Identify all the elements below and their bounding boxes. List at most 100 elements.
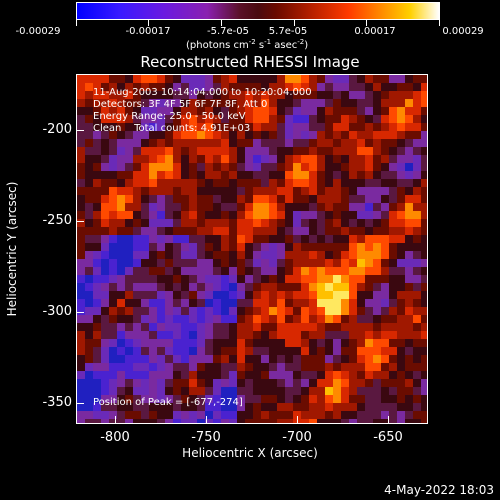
image-pixel-block (253, 291, 261, 299)
image-pixel-block (389, 267, 397, 275)
image-pixel-block (93, 339, 101, 347)
image-pixel-block (117, 131, 125, 139)
image-pixel-block (157, 155, 165, 163)
image-pixel-block (77, 315, 85, 323)
x-tick-label: -800 (100, 430, 130, 445)
image-pixel-block (221, 419, 229, 423)
image-pixel-block (221, 187, 229, 195)
image-pixel-block (365, 419, 373, 423)
image-pixel-block (389, 355, 397, 363)
image-pixel-block (149, 195, 157, 203)
image-pixel-block (157, 419, 165, 423)
image-pixel-block (149, 155, 157, 163)
image-pixel-block (109, 75, 117, 83)
image-pixel-block (213, 91, 221, 99)
image-pixel-block (109, 83, 117, 91)
image-pixel-block (117, 315, 125, 323)
image-pixel-block (197, 307, 205, 315)
image-pixel-block (141, 99, 149, 107)
image-pixel-block (333, 171, 341, 179)
image-pixel-block (77, 323, 85, 331)
image-pixel-block (301, 99, 309, 107)
image-pixel-block (301, 371, 309, 379)
image-pixel-block (117, 75, 125, 83)
image-pixel-block (261, 227, 269, 235)
image-pixel-block (365, 291, 373, 299)
image-pixel-block (405, 131, 413, 139)
image-pixel-block (293, 227, 301, 235)
image-pixel-block (301, 411, 309, 419)
image-pixel-block (325, 131, 333, 139)
image-pixel-block (397, 371, 405, 379)
image-pixel-block (77, 267, 85, 275)
image-pixel-block (325, 291, 333, 299)
image-pixel-block (245, 411, 253, 419)
image-pixel-block (189, 283, 197, 291)
image-pixel-block (293, 115, 301, 123)
image-pixel-block (181, 323, 189, 331)
image-pixel-block (293, 139, 301, 147)
image-pixel-block (253, 195, 261, 203)
image-pixel-block (341, 315, 349, 323)
image-pixel-block (149, 307, 157, 315)
image-pixel-block (85, 363, 93, 371)
image-pixel-block (293, 371, 301, 379)
image-pixel-block (253, 395, 261, 403)
image-pixel-block (349, 243, 357, 251)
image-pixel-block (389, 371, 397, 379)
image-pixel-block (213, 235, 221, 243)
image-pixel-block (205, 179, 213, 187)
image-pixel-block (349, 219, 357, 227)
image-pixel-block (293, 299, 301, 307)
image-pixel-block (141, 203, 149, 211)
image-pixel-block (373, 91, 381, 99)
image-pixel-block (373, 403, 381, 411)
x-tick-label: -650 (373, 430, 403, 445)
image-pixel-block (381, 107, 389, 115)
image-pixel-block (405, 235, 413, 243)
colorbar-tick (366, 20, 367, 26)
image-pixel-block (205, 227, 213, 235)
image-pixel-block (197, 379, 205, 387)
image-pixel-block (141, 155, 149, 163)
image-pixel-block (149, 123, 157, 131)
image-pixel-block (221, 155, 229, 163)
image-pixel-block (293, 315, 301, 323)
image-pixel-block (149, 403, 157, 411)
image-pixel-block (125, 323, 133, 331)
image-pixel-block (189, 267, 197, 275)
y-tick (76, 221, 84, 222)
image-pixel-block (141, 139, 149, 147)
image-pixel-block (173, 403, 181, 411)
image-pixel-block (117, 155, 125, 163)
image-pixel-block (133, 267, 141, 275)
image-pixel-block (333, 99, 341, 107)
image-pixel-block (189, 395, 197, 403)
image-pixel-block (365, 355, 373, 363)
image-pixel-block (229, 179, 237, 187)
image-pixel-block (197, 115, 205, 123)
image-pixel-block (317, 195, 325, 203)
image-pixel-block (269, 331, 277, 339)
image-pixel-block (285, 307, 293, 315)
image-pixel-block (373, 211, 381, 219)
image-pixel-block (381, 123, 389, 131)
image-pixel-block (269, 107, 277, 115)
image-pixel-block (149, 235, 157, 243)
image-pixel-block (397, 227, 405, 235)
image-pixel-block (325, 395, 333, 403)
image-pixel-block (253, 411, 261, 419)
image-pixel-block (285, 251, 293, 259)
image-pixel-block (261, 203, 269, 211)
image-pixel-block (373, 171, 381, 179)
image-pixel-block (117, 99, 125, 107)
image-pixel-block (93, 211, 101, 219)
image-pixel-block (205, 355, 213, 363)
image-pixel-block (325, 283, 333, 291)
image-pixel-block (221, 299, 229, 307)
image-pixel-block (301, 123, 309, 131)
image-pixel-block (317, 203, 325, 211)
image-pixel-block (77, 299, 85, 307)
image-pixel-block (373, 347, 381, 355)
image-pixel-block (341, 139, 349, 147)
